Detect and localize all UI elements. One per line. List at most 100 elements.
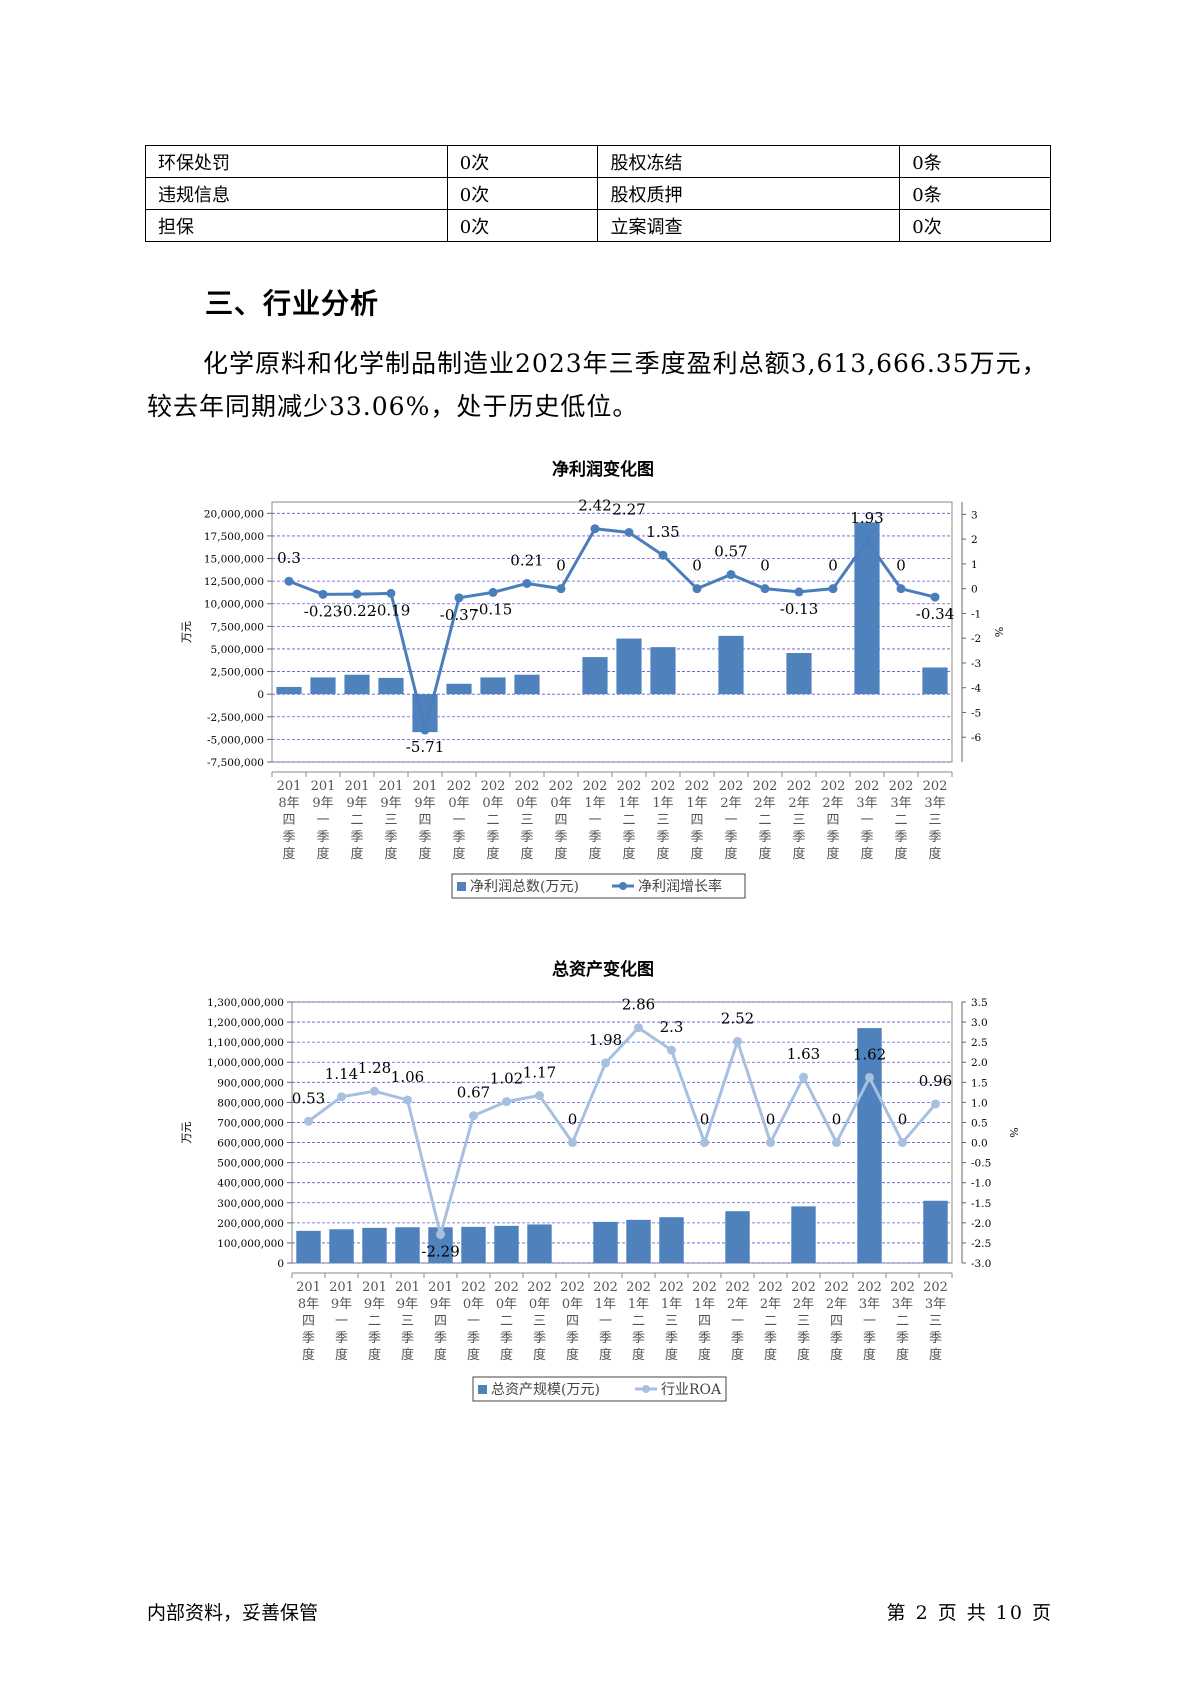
category-label: 度 (599, 1347, 612, 1363)
category-label: 201 (428, 1280, 453, 1295)
category-label: 度 (302, 1347, 315, 1363)
category-label: 201 (277, 779, 302, 794)
data-label: 1.02 (490, 1070, 523, 1088)
line-point-17 (865, 1072, 874, 1082)
category-label: 202 (857, 1280, 882, 1295)
footer-confidential: 内部资料，妥善保管 (147, 1602, 319, 1624)
bar-7 (527, 1224, 552, 1263)
category-label: 2年 (788, 796, 809, 811)
category-label: 季 (632, 1331, 645, 1346)
category-label: 201 (379, 779, 404, 794)
category-label: 季 (350, 830, 363, 845)
legend-bar-swatch (478, 1385, 487, 1394)
plot-frame (271, 501, 953, 763)
category-label: 201 (362, 1280, 387, 1295)
right-tick-label: 3 (971, 509, 978, 521)
line-point-3 (403, 1095, 412, 1105)
table-cell: 环保处罚 (145, 145, 448, 178)
line-point-1 (318, 589, 328, 599)
data-label: 0.53 (292, 1089, 325, 1107)
category-label: 度 (758, 846, 771, 862)
category-label: 度 (863, 1347, 876, 1363)
left-tick-label: 10,000,000 (204, 599, 264, 611)
legend-box (451, 873, 746, 899)
growth-line (307, 1025, 937, 1241)
bar-19 (922, 667, 948, 695)
line-point-18 (898, 1138, 907, 1148)
category-label: 一 (467, 1314, 480, 1329)
category-label: 0年 (529, 1297, 550, 1312)
left-tick-label: 15,000,000 (204, 554, 264, 566)
category-label: 0年 (448, 796, 469, 811)
right-axis-title: % (1007, 1127, 1020, 1137)
data-label: 1.93 (850, 509, 883, 527)
category-label: 202 (447, 779, 472, 794)
bar-1 (310, 677, 336, 695)
left-tick-label: -2,500,000 (207, 712, 264, 724)
category-label: 四 (698, 1314, 711, 1329)
category-label: 1年 (661, 1297, 682, 1312)
category-label: 三 (533, 1314, 546, 1329)
line-point-13 (726, 570, 736, 580)
footer-page-number: 第 2 页 共 10 页 (886, 1602, 1053, 1624)
left-tick-label: 100,000,000 (217, 1238, 284, 1250)
category-label: 二 (500, 1314, 513, 1329)
category-label: 季 (758, 830, 771, 845)
category-label: 度 (486, 846, 499, 862)
line-point-9 (590, 524, 600, 534)
left-tick-label: 1,300,000,000 (207, 997, 284, 1009)
category-label: 度 (368, 1347, 381, 1363)
line-point-12 (692, 584, 702, 594)
bar-15 (786, 653, 812, 695)
table-cell: 0条 (899, 177, 1051, 210)
category-label: 一 (599, 1314, 612, 1329)
table-cell: 股权冻结 (597, 145, 901, 178)
category-label: 度 (588, 846, 601, 862)
category-label: 202 (787, 779, 812, 794)
line-point-16 (828, 584, 838, 594)
line-point-3 (386, 588, 396, 598)
category-label: 季 (929, 1331, 942, 1346)
line-point-10 (634, 1023, 643, 1033)
bar-2 (362, 1227, 387, 1263)
right-tick-label: -2.0 (971, 1218, 991, 1230)
category-label: 季 (896, 1331, 909, 1346)
category-label: 度 (533, 1347, 546, 1363)
category-label: 202 (855, 779, 880, 794)
data-label: -2.29 (421, 1242, 459, 1260)
bar-11 (659, 1217, 684, 1263)
data-label: 0 (832, 1111, 842, 1129)
category-label: 度 (566, 1347, 579, 1363)
line-point-14 (760, 584, 770, 594)
category-label: 一 (724, 813, 737, 828)
category-label: 202 (549, 779, 574, 794)
category-label: 季 (731, 1331, 744, 1346)
category-label: 0年 (550, 796, 571, 811)
left-tick-label: 5,000,000 (211, 644, 264, 656)
right-tick-label: 3.0 (971, 1017, 988, 1029)
section-heading: 三、行业分析 (205, 287, 380, 320)
line-point-2 (352, 589, 362, 599)
category-label: 9年 (380, 796, 401, 811)
left-axis-title: 万元 (180, 1122, 193, 1144)
bar-11 (650, 647, 676, 695)
category-label: 季 (797, 1331, 810, 1346)
category-label: 202 (923, 1280, 948, 1295)
data-label: -0.34 (916, 605, 954, 623)
category-label: 2年 (727, 1297, 748, 1312)
data-label: 0 (896, 557, 906, 575)
right-tick-label: -4 (971, 683, 982, 695)
legend-bar-label: 总资产规模(万元) (491, 1382, 600, 1398)
category-label: 三 (384, 813, 397, 828)
category-label: 202 (890, 1280, 915, 1295)
line-point-4 (420, 725, 430, 735)
category-label: 季 (500, 1331, 513, 1346)
line-point-11 (667, 1045, 676, 1055)
bar-13 (725, 1211, 750, 1263)
category-label: 三 (792, 813, 805, 828)
right-tick-label: 2.5 (971, 1037, 988, 1049)
category-label: 度 (467, 1347, 480, 1363)
category-label: 季 (467, 1331, 480, 1346)
growth-line (288, 527, 936, 731)
table-cell: 0次 (446, 177, 599, 210)
